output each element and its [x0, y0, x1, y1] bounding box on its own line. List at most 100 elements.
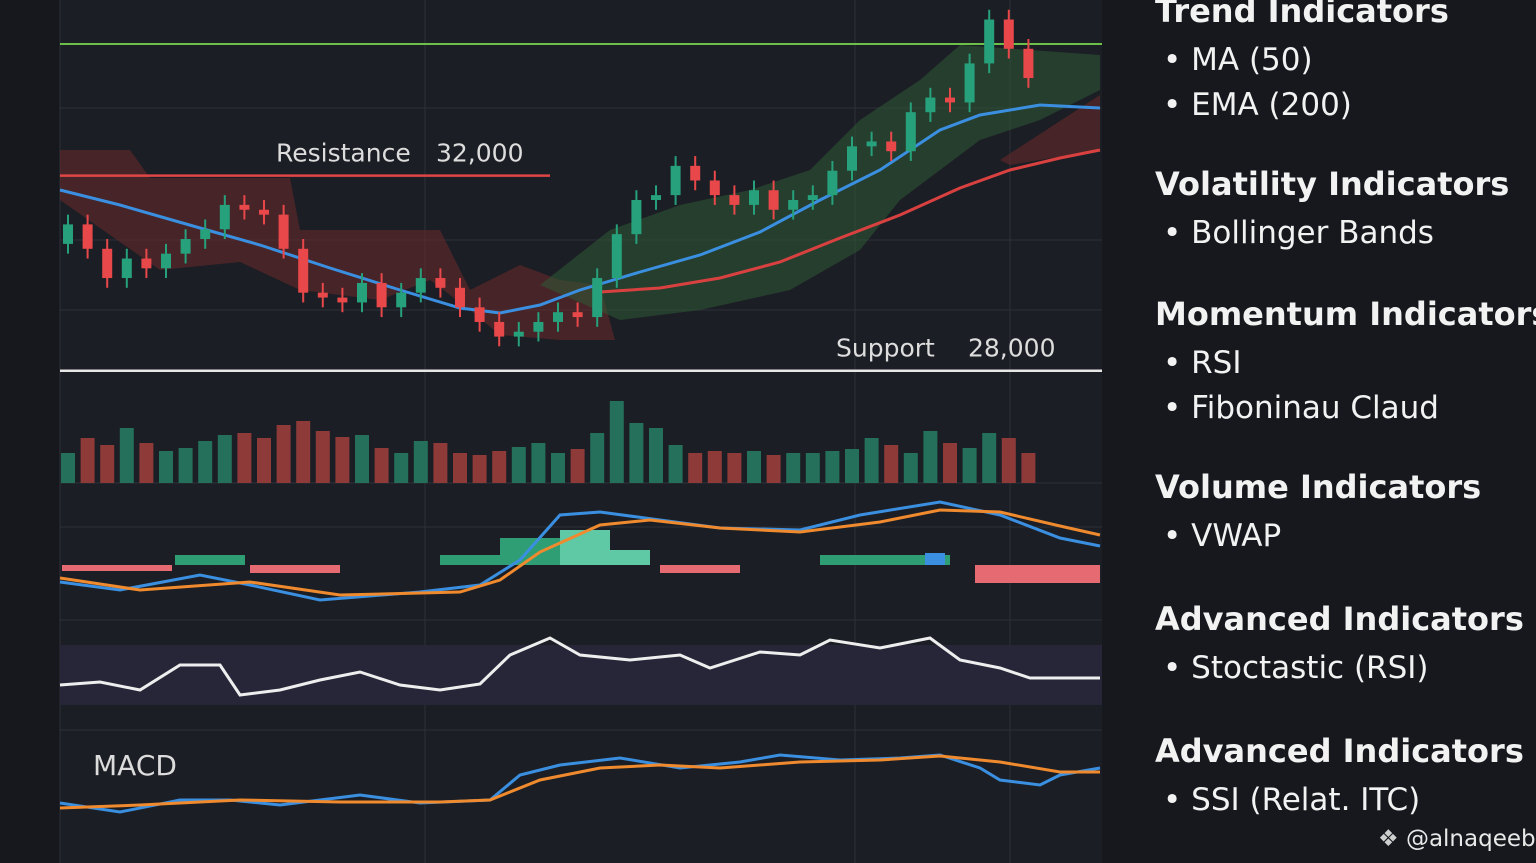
- candle-body: [219, 204, 230, 230]
- candle-body: [82, 224, 93, 249]
- volume-bar: [786, 453, 801, 483]
- volume-bar: [629, 423, 644, 483]
- volume-bar: [237, 433, 252, 483]
- candle-body: [415, 278, 426, 293]
- candle-body: [259, 209, 269, 215]
- volume-bar: [747, 451, 761, 483]
- bullet: •: [1163, 87, 1192, 123]
- volume-bar: [962, 448, 977, 483]
- candle-body: [768, 190, 779, 210]
- volume-bar: [61, 453, 75, 483]
- section-title-text: Advanced Indicators: [1155, 600, 1524, 638]
- volume-bar: [100, 445, 115, 483]
- section-title-text: Momentum Indicators: [1155, 295, 1536, 333]
- section-item: • VWAP: [1163, 518, 1281, 554]
- candle-body: [278, 214, 289, 249]
- section-item: • RSI: [1163, 345, 1242, 381]
- section-title-text: Volume Indicators: [1155, 468, 1482, 506]
- section-item: • MA (50): [1163, 42, 1313, 78]
- volume-bar: [80, 438, 95, 483]
- section-item: • EMA (200): [1163, 87, 1352, 123]
- candle-body: [592, 278, 603, 318]
- candle-body: [63, 224, 73, 244]
- bullet: •: [1163, 518, 1192, 554]
- volume-bar: [217, 435, 232, 483]
- candle-body: [161, 253, 171, 269]
- volume-bar: [472, 455, 487, 483]
- volume-bar: [1001, 438, 1016, 483]
- candle-body: [121, 258, 132, 279]
- volume-bar: [315, 431, 330, 483]
- section-title: Volume Indicators: [1155, 468, 1481, 506]
- section-item-text: MA (50): [1191, 42, 1313, 78]
- watermark-text: @alnaqeeb: [1405, 826, 1536, 852]
- volume-bar: [707, 451, 722, 483]
- volume-bar: [276, 425, 291, 483]
- section-item-text: SSI (Relat. ITC): [1191, 782, 1421, 818]
- candle-body: [964, 63, 975, 103]
- candle-body: [435, 278, 446, 288]
- bullet: •: [1163, 215, 1192, 251]
- section-item-text: EMA (200): [1191, 87, 1352, 123]
- candle-body: [611, 234, 622, 279]
- section-title-text: Trend Indicators: [1155, 0, 1449, 30]
- section-item-text: Fiboninau Claud: [1191, 390, 1439, 426]
- cloud-green: [540, 45, 1100, 320]
- level-value: 28,000: [968, 334, 1055, 363]
- section-title: Advanced Indicators: [1155, 600, 1524, 638]
- volume-bar: [159, 451, 173, 483]
- candle-body: [200, 229, 211, 240]
- volume-bar: [511, 447, 526, 483]
- chart: MACD Resistance 32,000 Support 28,000: [59, 0, 1102, 863]
- volume-bar: [531, 443, 546, 483]
- candle-body: [102, 248, 113, 279]
- level-name: Resistance: [276, 139, 411, 168]
- volume-bar: [845, 449, 859, 483]
- section-item: • Stoctastic (RSI): [1163, 650, 1429, 686]
- bullet: •: [1163, 650, 1192, 686]
- histogram: [62, 530, 1100, 583]
- volume-bar: [590, 433, 605, 483]
- candle-body: [474, 307, 485, 322]
- level-name: Support: [836, 334, 935, 363]
- candle-body: [317, 292, 328, 298]
- candle-body: [807, 195, 818, 200]
- candle-body: [1023, 48, 1034, 79]
- candle-body: [690, 165, 701, 181]
- volume-bar: [335, 437, 350, 483]
- volume-bar: [394, 453, 409, 483]
- macd-signal-2: [59, 508, 1101, 597]
- candle-body: [513, 331, 524, 337]
- volume-bar: [551, 453, 565, 483]
- section-item-text: Stoctastic (RSI): [1191, 650, 1429, 686]
- candle-body: [494, 321, 505, 337]
- cloud-red-2: [1000, 95, 1100, 165]
- volume-bar: [355, 435, 369, 483]
- section-title: Volatility Indicators: [1155, 165, 1509, 203]
- volume-bar: [374, 448, 389, 483]
- rsi-line: [59, 636, 1100, 697]
- cloud-red: [60, 150, 615, 340]
- section-title: Momentum Indicators: [1155, 295, 1536, 333]
- section-title-text: Advanced Indicators: [1155, 732, 1524, 770]
- volume-bar: [1021, 453, 1036, 483]
- candle-body: [866, 141, 877, 147]
- candle-body: [847, 146, 857, 171]
- candle-body: [749, 190, 759, 205]
- section-item: • Bollinger Bands: [1163, 215, 1434, 251]
- volume-bar: [727, 453, 742, 483]
- candle-body: [709, 180, 720, 196]
- volume-bar: [570, 449, 585, 483]
- level-value: 32,000: [436, 139, 523, 168]
- bullet: •: [1163, 782, 1192, 818]
- candle-body: [455, 287, 465, 308]
- macd-signal: [59, 754, 1100, 810]
- section-item-text: Bollinger Bands: [1191, 215, 1434, 251]
- candle-body: [572, 312, 583, 318]
- candle-body: [670, 165, 681, 196]
- candle-body: [337, 297, 348, 303]
- volume-bar: [296, 421, 311, 483]
- volume-bar: [413, 441, 428, 483]
- volume-bar: [943, 443, 957, 483]
